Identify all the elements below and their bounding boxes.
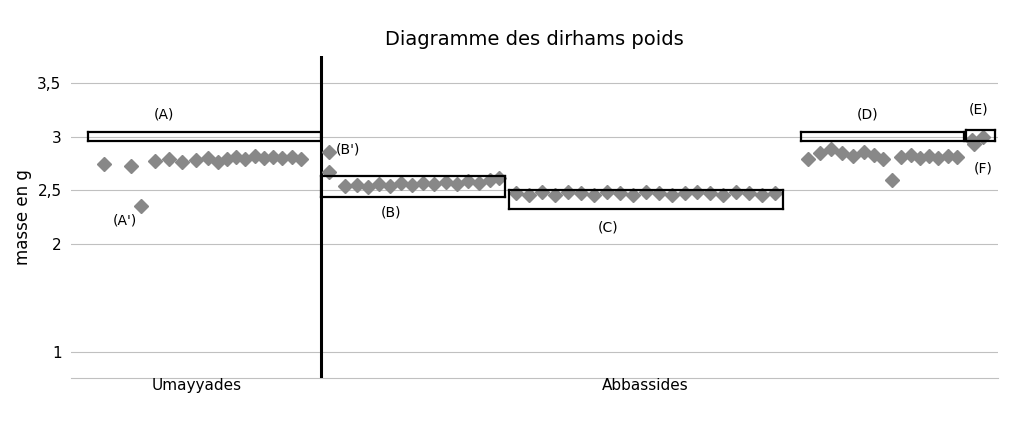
Text: (B): (B): [381, 206, 401, 219]
Text: Abbassides: Abbassides: [603, 378, 689, 393]
Text: (D): (D): [857, 108, 879, 121]
Y-axis label: masse en g: masse en g: [13, 169, 32, 265]
Text: (E): (E): [969, 102, 988, 116]
Text: (A'): (A'): [113, 214, 137, 228]
Text: Umayyades: Umayyades: [152, 378, 241, 393]
Text: (B'): (B'): [335, 143, 359, 157]
Text: (C): (C): [599, 220, 619, 234]
Title: Diagramme des dirhams poids: Diagramme des dirhams poids: [385, 30, 684, 49]
Text: (A): (A): [154, 108, 174, 121]
Text: (F): (F): [973, 161, 993, 175]
